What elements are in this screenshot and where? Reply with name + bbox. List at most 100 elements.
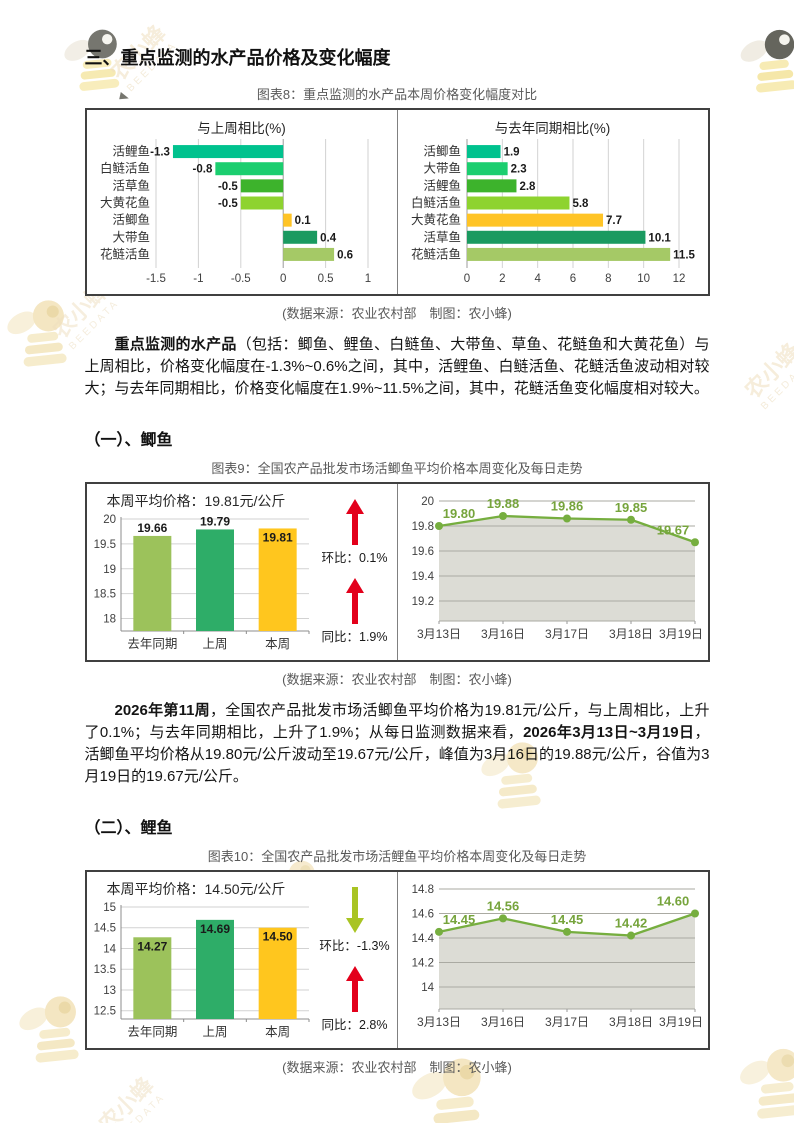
- y-tick-label: 13: [103, 985, 116, 997]
- wow-chart-title: 与上周相比(%): [197, 121, 286, 136]
- bar: [282, 213, 292, 227]
- category-label: 去年同期: [127, 637, 177, 651]
- bee-watermark: [728, 20, 794, 115]
- carp-daily-panel: 14.8 14.6 14.4 14.2 14 14.45 3月13日 14.56 3月16日 14…: [396, 872, 708, 1048]
- x-tick-label: 3月17日: [544, 1015, 588, 1029]
- bar: [195, 529, 234, 631]
- bar: [214, 162, 283, 176]
- text-run: （包括：鲫鱼、鲤鱼、白鲢鱼、大带鱼、草鱼、花鲢鱼和大黄花鱼）与上周相比，价格变化…: [84, 336, 710, 397]
- category-label: 白鲢活鱼: [99, 161, 149, 176]
- figure10-caption: 图表10：全国农产品批发市场活鲤鱼平均价格本周变化及每日走势: [207, 849, 587, 864]
- point-value-label: 19.88: [486, 496, 519, 511]
- x-tick-label: -1.5: [146, 273, 166, 285]
- bar-value-label: 2.8: [519, 181, 536, 193]
- category-label: 活鲤鱼: [112, 145, 150, 159]
- bold-text-run: 重点监测的水产品: [114, 336, 237, 353]
- x-tick-label: 4: [534, 273, 541, 285]
- category-label: 花鲢活鱼: [99, 246, 149, 261]
- y-tick-label: 19.4: [411, 571, 434, 583]
- text-run: ，全国农产品批发市场活鲫鱼平均价格为19.81元/公斤，与上周相比，上升了0.1…: [84, 702, 710, 741]
- category-label: 活鲤鱼: [423, 179, 461, 193]
- y-tick-label: 13.5: [93, 964, 115, 976]
- bar: [466, 213, 603, 227]
- summary-paragraph: 重点监测的水产品（包括：鲫鱼、鲤鱼、白鲢鱼、大带鱼、草鱼、花鲢鱼和大黄花鱼）与上…: [85, 334, 710, 400]
- indicator-label: 环比：0.1%: [321, 551, 388, 566]
- figure9-caption: 图表9：全国农产品批发市场活鲫鱼平均价格本周变化及每日走势: [211, 461, 583, 476]
- bar: [282, 230, 317, 244]
- bar-value-label: -0.5: [217, 198, 237, 210]
- wow-change-panel: 与上周相比(%) -1.5 -1 -0.5 0 0.5 1 -1.3 活鲤鱼 -0.8 白鲢活鱼 -…: [87, 110, 397, 294]
- bar-value-label: -0.5: [217, 181, 237, 193]
- y-tick-label: 19: [103, 564, 116, 576]
- y-tick-label: 14.4: [411, 933, 434, 945]
- y-tick-label: 18.5: [93, 589, 115, 601]
- point-value-label: 19.67: [656, 522, 689, 537]
- change-indicator: 同比：1.9%: [322, 577, 388, 645]
- yoy-bar-chart: 0 2 4 6 8 10 12 1.9 活鲫鱼 2.3 大带鱼 2.8 活鲤鱼 5.8 白鲢活鱼 7.7 大黄花…: [410, 139, 695, 285]
- data-point: [690, 538, 699, 547]
- category-label: 大带鱼: [112, 230, 150, 244]
- x-tick-label: 3月16日: [480, 627, 524, 641]
- carp-weekly-panel: 本周平均价格：14.50元/公斤 15 14.5 14 13.5 13 12.5 14.27…: [87, 872, 397, 1048]
- bar-value-label: 7.7: [606, 215, 622, 227]
- category-label: 大黄花鱼: [99, 195, 149, 210]
- x-tick-label: -0.5: [230, 273, 250, 285]
- category-label: 上周: [202, 1025, 227, 1039]
- point-value-label: 14.45: [442, 912, 475, 927]
- x-tick-label: 3月18日: [608, 627, 652, 641]
- bar-value-label: 2.3: [510, 164, 526, 176]
- y-tick-label: 19.2: [411, 596, 433, 608]
- arrow-down-icon: [345, 887, 364, 934]
- crucian-daily-panel: 20 19.8 19.6 19.4 19.2 19.80 3月13日 19.88 3月16日 19…: [396, 484, 708, 660]
- x-tick-label: 8: [605, 273, 611, 285]
- page-title: 三、重点监测的水产品价格及变化幅度: [84, 48, 391, 68]
- category-label: 活鲫鱼: [423, 145, 461, 159]
- point-value-label: 14.56: [486, 898, 519, 913]
- bar: [172, 145, 283, 159]
- x-tick-label: 3月16日: [480, 1015, 524, 1029]
- bar: [282, 247, 334, 261]
- point-value-label: 19.85: [614, 500, 647, 515]
- figure10-chart: 本周平均价格：14.50元/公斤 15 14.5 14 13.5 13 12.5 14.27…: [84, 870, 710, 1050]
- category-label: 本周: [265, 637, 290, 651]
- figure9-chart: 本周平均价格：19.81元/公斤 20 19.5 19 18.5 18 19.66 去年同期…: [84, 482, 710, 662]
- crucian-weekly-panel: 本周平均价格：19.81元/公斤 20 19.5 19 18.5 18 19.66 去年同期…: [87, 484, 397, 660]
- data-point: [498, 512, 507, 520]
- point-value-label: 19.86: [550, 499, 583, 514]
- bee-watermark: [726, 1038, 794, 1123]
- x-tick-label: 0: [463, 273, 469, 285]
- crucian-daily-line-chart: 20 19.8 19.6 19.4 19.2 19.80 3月13日 19.88 3月16日 19…: [411, 496, 702, 641]
- crucian-indicators: 环比：0.1% 同比：1.9%: [315, 484, 395, 660]
- bar-value-label: 19.81: [262, 530, 292, 544]
- indicator-label: 环比：-1.3%: [319, 939, 390, 954]
- x-tick-label: 12: [672, 273, 685, 285]
- x-tick-label: 3月19日: [658, 627, 702, 641]
- change-indicator: 环比：0.1%: [322, 499, 388, 566]
- y-tick-label: 14.2: [411, 957, 433, 969]
- x-tick-label: 3月19日: [658, 1015, 702, 1029]
- bar: [466, 230, 645, 244]
- data-point: [434, 522, 443, 530]
- figure10-source: (数据来源：农业农村部 制图：农小蜂): [282, 1060, 512, 1075]
- crucian-weekly-title: 本周平均价格：19.81元/公斤: [106, 493, 286, 509]
- x-tick-label: 3月18日: [608, 1015, 652, 1029]
- x-tick-label: 0.5: [317, 273, 333, 285]
- y-tick-label: 20: [103, 514, 116, 526]
- bar-value-label: -0.8: [192, 164, 212, 176]
- y-tick-label: 12.5: [93, 1006, 115, 1018]
- yoy-change-panel: 与去年同期相比(%) 0 2 4 6 8 10 12 1.9 活鲫鱼 2.3 大带鱼 2.8 活鲤鱼 5.…: [396, 110, 708, 294]
- bold-text-run: 2026年第11周: [114, 702, 210, 719]
- point-value-label: 14.45: [550, 912, 583, 927]
- figure8-chart: 与上周相比(%) -1.5 -1 -0.5 0 0.5 1 -1.3 活鲤鱼 -0.8 白鲢活鱼 -…: [84, 108, 710, 296]
- bar: [466, 145, 501, 159]
- bar-value-label: 14.50: [262, 930, 292, 944]
- bar-value-label: 14.27: [137, 939, 167, 953]
- bar-value-label: 10.1: [648, 232, 671, 244]
- text-run: ，活鲫鱼平均价格从19.80元/公斤波动至19.67元/公斤，峰值为3月16日的…: [84, 724, 710, 785]
- x-tick-label: 0: [279, 273, 285, 285]
- category-label: 本周: [265, 1025, 290, 1039]
- figure8-source: (数据来源：农业农村部 制图：农小蜂): [282, 306, 512, 321]
- bar-value-label: 14.69: [199, 922, 229, 936]
